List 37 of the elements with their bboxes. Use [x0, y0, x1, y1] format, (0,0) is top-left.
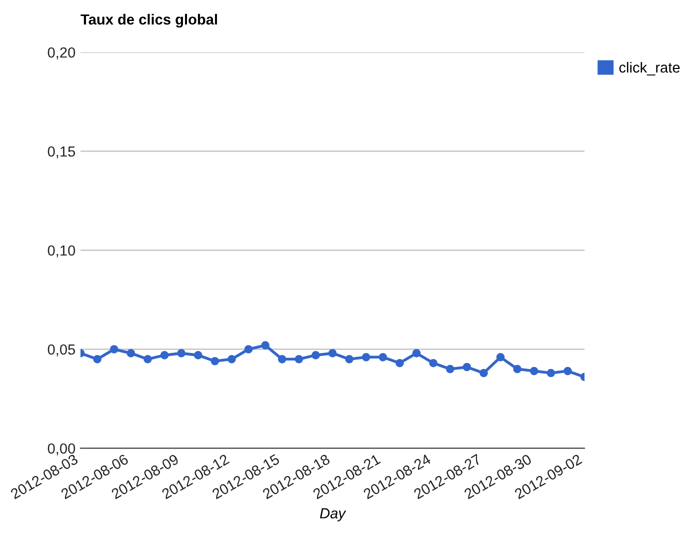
point	[496, 353, 505, 362]
point	[93, 354, 102, 364]
point	[194, 351, 202, 360]
chart-title: Taux de clics global	[80, 14, 217, 28]
point	[244, 345, 253, 354]
y-tick-label: 0,05	[48, 344, 76, 356]
x-axis-title: Day	[320, 508, 346, 522]
point	[513, 364, 522, 374]
point	[480, 368, 488, 378]
point	[261, 341, 270, 350]
point	[177, 349, 186, 358]
point	[564, 366, 572, 376]
point	[462, 362, 472, 372]
point	[294, 354, 304, 364]
point	[160, 351, 169, 360]
legend-label: click_rate	[619, 62, 680, 76]
point	[546, 368, 556, 378]
point	[378, 353, 388, 362]
point	[530, 366, 538, 376]
point	[412, 349, 421, 358]
point	[396, 358, 404, 368]
point	[278, 354, 286, 364]
point	[429, 358, 438, 368]
point	[144, 354, 152, 364]
point	[210, 356, 220, 366]
y-tick-label: 0,10	[48, 245, 76, 258]
y-tick-label: 0,00	[48, 443, 76, 456]
point	[126, 349, 136, 358]
y-tick-label: 0,20	[48, 47, 76, 60]
y-tick-label: 0,15	[48, 146, 76, 158]
point	[345, 354, 354, 364]
point	[228, 354, 236, 364]
point	[328, 349, 337, 358]
point	[312, 351, 320, 360]
point	[362, 353, 370, 362]
point	[446, 364, 454, 374]
point	[110, 345, 118, 354]
